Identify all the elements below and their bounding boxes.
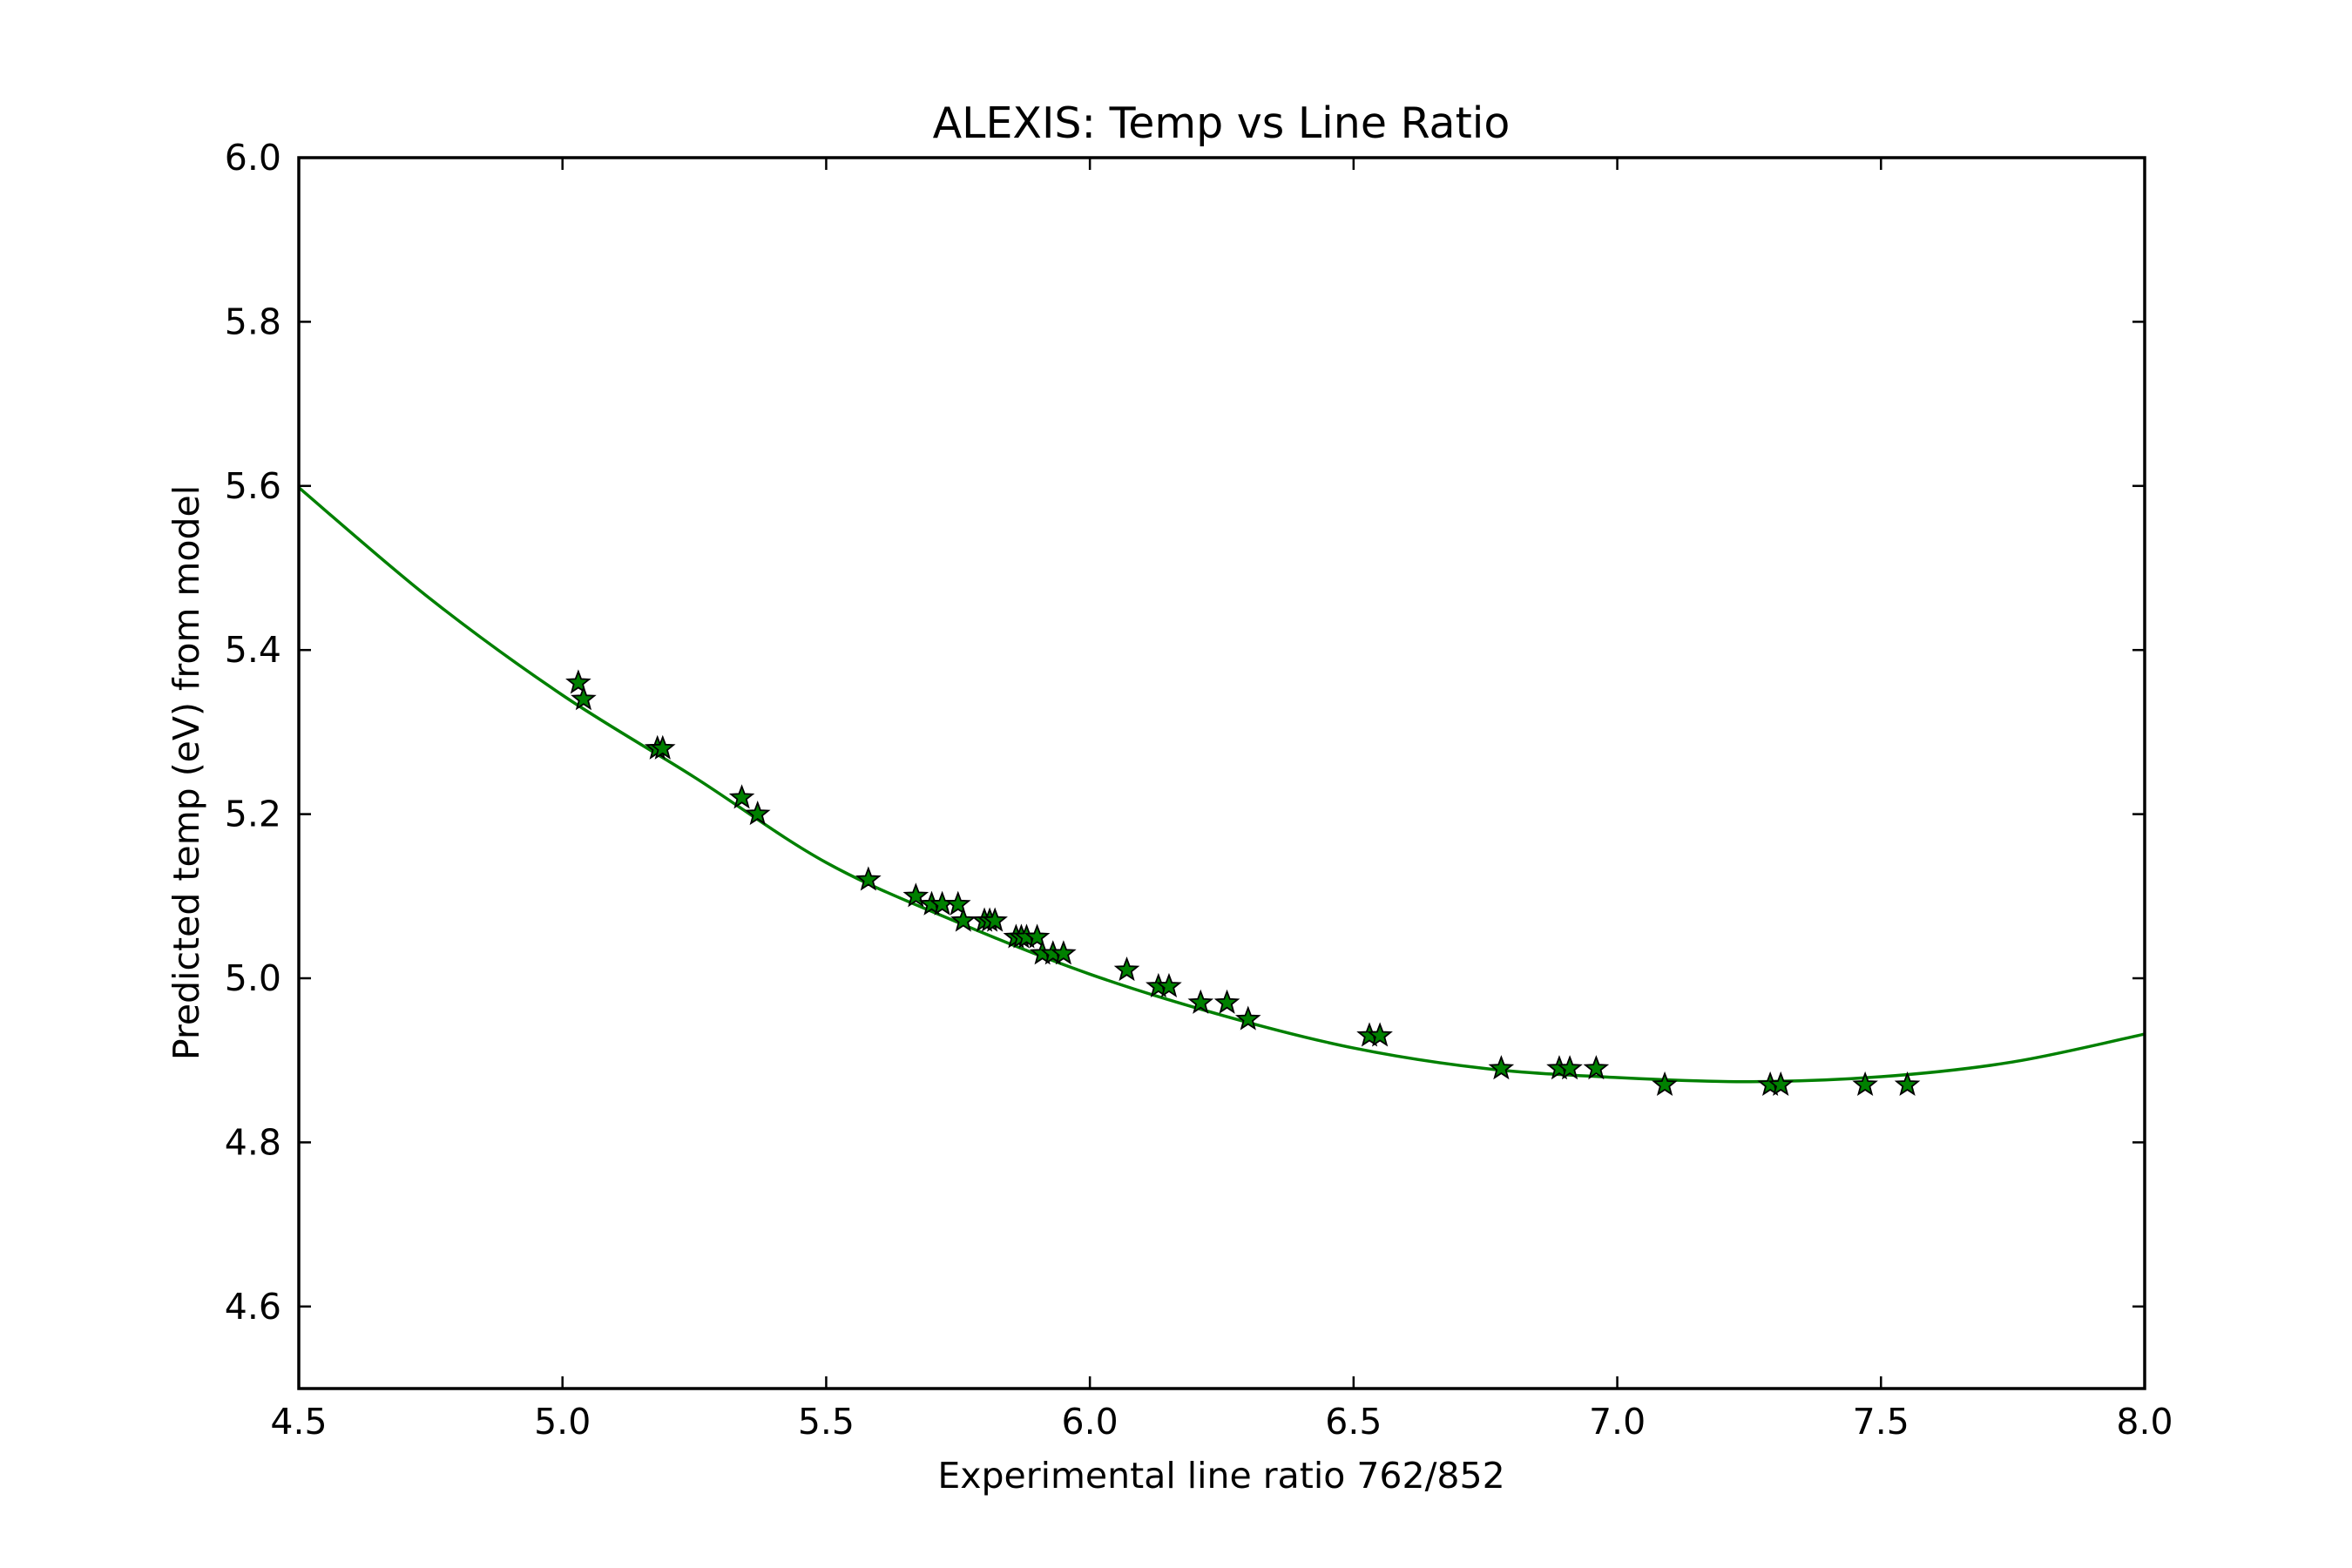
x-tick-label: 5.0 xyxy=(534,1401,591,1443)
x-tick-label: 6.0 xyxy=(1062,1401,1119,1443)
y-tick-label: 5.8 xyxy=(225,301,281,342)
y-axis-ticks: 4.6 4.8 5.0 5.2 5.4 5.6 5.8 6.0 xyxy=(225,137,2145,1328)
fit-curve xyxy=(297,486,2146,1084)
data-points-layer xyxy=(565,669,1921,1097)
data-point-star xyxy=(1367,1022,1393,1047)
data-point-star xyxy=(1652,1071,1678,1097)
x-tick-label: 6.5 xyxy=(1325,1401,1382,1443)
data-point-star xyxy=(982,907,1008,932)
data-point-star xyxy=(1234,1005,1261,1031)
x-tick-label: 5.5 xyxy=(798,1401,855,1443)
data-point-star xyxy=(649,734,676,760)
x-axis-ticks: 4.5 5.0 5.5 6.0 6.5 7.0 7.5 8.0 xyxy=(270,158,2173,1443)
x-tick-label: 4.5 xyxy=(270,1401,327,1443)
data-point-star xyxy=(902,882,929,908)
x-tick-label: 7.5 xyxy=(1853,1401,1909,1443)
data-point-star xyxy=(744,801,771,826)
data-point-star xyxy=(728,784,755,809)
data-point-star xyxy=(1894,1071,1921,1097)
data-point-star xyxy=(1767,1071,1794,1097)
y-tick-label: 4.6 xyxy=(225,1286,281,1328)
data-point-star xyxy=(1156,972,1182,997)
data-point-star xyxy=(1557,1055,1583,1080)
data-point-star xyxy=(1213,989,1240,1014)
data-point-star xyxy=(1113,956,1140,982)
x-tick-label: 8.0 xyxy=(2116,1401,2173,1443)
data-point-star xyxy=(855,866,882,891)
y-tick-label: 5.6 xyxy=(225,465,281,507)
x-axis-label: Experimental line ratio 762/852 xyxy=(937,1455,1504,1497)
data-point-star xyxy=(1187,989,1214,1014)
data-point-star xyxy=(565,669,591,694)
chart-title: ALEXIS: Temp vs Line Ratio xyxy=(933,98,1511,148)
y-tick-label: 5.2 xyxy=(225,794,281,835)
plot-frame xyxy=(297,156,2146,1390)
data-point-star xyxy=(945,890,971,916)
y-axis-label: Predicted temp (eV) from model xyxy=(166,485,207,1060)
y-tick-label: 5.4 xyxy=(225,629,281,671)
y-tick-label: 6.0 xyxy=(225,137,281,179)
x-tick-label: 7.0 xyxy=(1589,1401,1646,1443)
fit-curve-layer xyxy=(297,486,2146,1084)
data-point-star xyxy=(571,686,597,711)
data-point-star xyxy=(1488,1055,1515,1080)
data-point-star xyxy=(950,907,977,932)
y-tick-label: 4.8 xyxy=(225,1121,281,1163)
y-tick-label: 5.0 xyxy=(225,957,281,999)
data-point-star xyxy=(1051,940,1077,965)
data-point-star xyxy=(1024,923,1051,949)
data-point-star xyxy=(1583,1055,1610,1080)
data-point-star xyxy=(1852,1071,1878,1097)
